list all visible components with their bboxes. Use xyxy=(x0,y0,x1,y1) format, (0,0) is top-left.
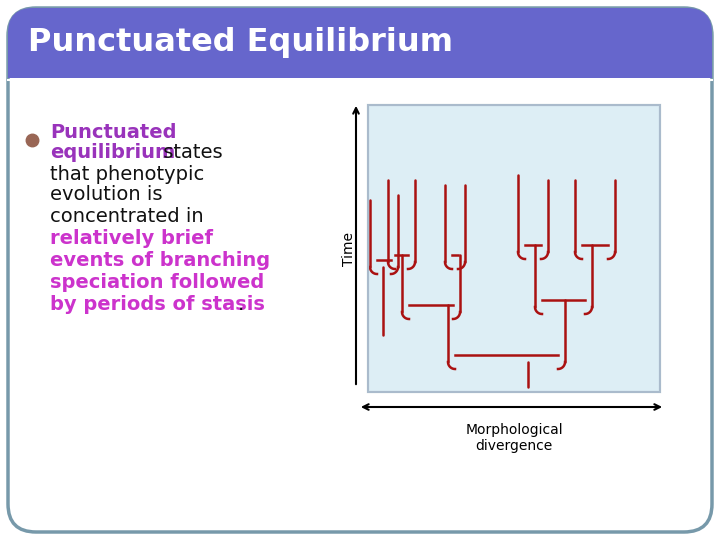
Text: by periods of stasis: by periods of stasis xyxy=(50,295,265,314)
FancyBboxPatch shape xyxy=(8,8,712,78)
Bar xyxy=(8,50,712,78)
Text: equilibrium: equilibrium xyxy=(50,144,175,163)
Bar xyxy=(368,105,660,392)
Text: concentrated in: concentrated in xyxy=(50,206,204,226)
Text: states: states xyxy=(157,144,222,163)
Text: Morphological
divergence: Morphological divergence xyxy=(465,423,563,453)
Text: Time: Time xyxy=(342,232,356,266)
Text: Punctuated Equilibrium: Punctuated Equilibrium xyxy=(28,28,453,58)
Text: Punctuated: Punctuated xyxy=(50,123,176,141)
FancyBboxPatch shape xyxy=(8,8,712,532)
Text: that phenotypic: that phenotypic xyxy=(50,165,204,184)
Text: events of branching: events of branching xyxy=(50,252,270,271)
Text: .: . xyxy=(238,295,244,314)
Text: relatively brief: relatively brief xyxy=(50,230,213,248)
Text: speciation followed: speciation followed xyxy=(50,273,264,293)
Bar xyxy=(368,105,660,392)
Text: evolution is: evolution is xyxy=(50,186,163,205)
